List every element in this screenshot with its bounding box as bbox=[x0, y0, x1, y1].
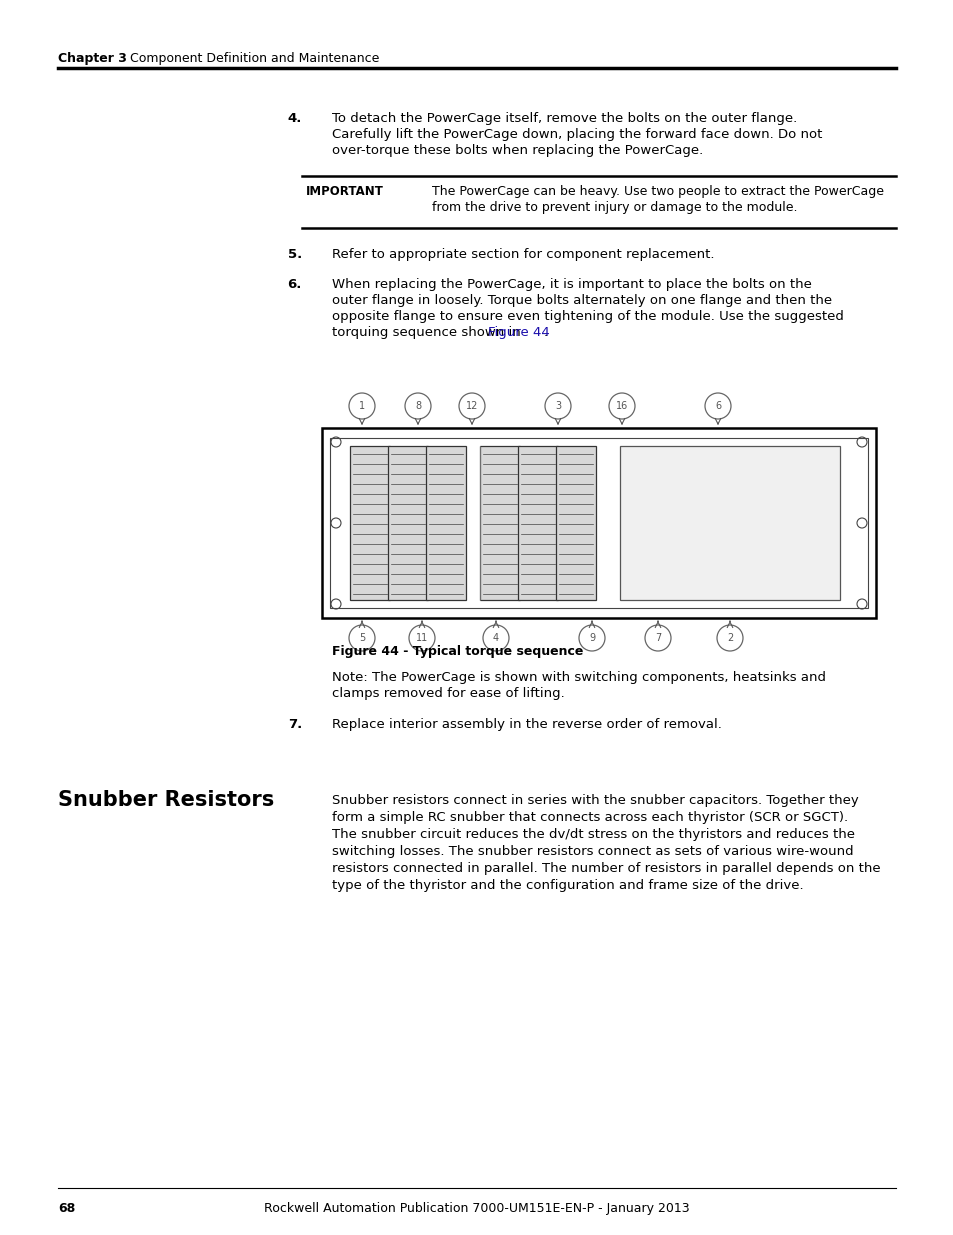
Text: 6.: 6. bbox=[287, 278, 302, 291]
Text: To detach the PowerCage itself, remove the bolts on the outer flange.: To detach the PowerCage itself, remove t… bbox=[332, 112, 797, 125]
Bar bbox=[479, 446, 519, 600]
Text: opposite flange to ensure even tightening of the module. Use the suggested: opposite flange to ensure even tightenin… bbox=[332, 310, 843, 324]
Text: 5.: 5. bbox=[288, 248, 302, 261]
Text: 8: 8 bbox=[415, 401, 420, 411]
Text: The PowerCage can be heavy. Use two people to extract the PowerCage: The PowerCage can be heavy. Use two peop… bbox=[432, 185, 883, 198]
Text: switching losses. The snubber resistors connect as sets of various wire-wound: switching losses. The snubber resistors … bbox=[332, 845, 853, 858]
Bar bbox=[350, 446, 390, 600]
Text: outer flange in loosely. Torque bolts alternately on one flange and then the: outer flange in loosely. Torque bolts al… bbox=[332, 294, 831, 308]
Text: 2: 2 bbox=[726, 634, 732, 643]
Text: 6: 6 bbox=[714, 401, 720, 411]
Text: 3: 3 bbox=[555, 401, 560, 411]
Text: 68: 68 bbox=[58, 1202, 75, 1215]
Text: IMPORTANT: IMPORTANT bbox=[306, 185, 383, 198]
Text: Figure 44: Figure 44 bbox=[488, 326, 549, 338]
Text: 4: 4 bbox=[493, 634, 498, 643]
Text: 4.: 4. bbox=[287, 112, 302, 125]
Text: over-torque these bolts when replacing the PowerCage.: over-torque these bolts when replacing t… bbox=[332, 144, 702, 157]
Text: Snubber resistors connect in series with the snubber capacitors. Together they: Snubber resistors connect in series with… bbox=[332, 794, 858, 806]
Text: 7.: 7. bbox=[288, 718, 302, 731]
Text: Refer to appropriate section for component replacement.: Refer to appropriate section for compone… bbox=[332, 248, 714, 261]
Text: The snubber circuit reduces the dv/dt stress on the thyristors and reduces the: The snubber circuit reduces the dv/dt st… bbox=[332, 827, 854, 841]
Text: Rockwell Automation Publication 7000-UM151E-EN-P - January 2013: Rockwell Automation Publication 7000-UM1… bbox=[264, 1202, 689, 1215]
Text: 9: 9 bbox=[588, 634, 595, 643]
Text: Component Definition and Maintenance: Component Definition and Maintenance bbox=[130, 52, 379, 65]
Text: Chapter 3: Chapter 3 bbox=[58, 52, 127, 65]
Text: clamps removed for ease of lifting.: clamps removed for ease of lifting. bbox=[332, 687, 564, 700]
Bar bbox=[619, 446, 840, 600]
Text: .: . bbox=[543, 326, 548, 338]
Text: from the drive to prevent injury or damage to the module.: from the drive to prevent injury or dama… bbox=[432, 201, 797, 214]
Text: torquing sequence shown in: torquing sequence shown in bbox=[332, 326, 524, 338]
Text: 16: 16 bbox=[616, 401, 627, 411]
Text: 7: 7 bbox=[654, 634, 660, 643]
Text: 5: 5 bbox=[358, 634, 365, 643]
Text: Carefully lift the PowerCage down, placing the forward face down. Do not: Carefully lift the PowerCage down, placi… bbox=[332, 128, 821, 141]
Bar bbox=[330, 438, 867, 608]
Text: 12: 12 bbox=[465, 401, 477, 411]
Text: Snubber Resistors: Snubber Resistors bbox=[58, 790, 274, 810]
Text: Replace interior assembly in the reverse order of removal.: Replace interior assembly in the reverse… bbox=[332, 718, 721, 731]
Bar bbox=[517, 446, 558, 600]
Text: 1: 1 bbox=[358, 401, 365, 411]
Text: resistors connected in parallel. The number of resistors in parallel depends on : resistors connected in parallel. The num… bbox=[332, 862, 880, 876]
Bar bbox=[556, 446, 596, 600]
Bar bbox=[388, 446, 428, 600]
Text: When replacing the PowerCage, it is important to place the bolts on the: When replacing the PowerCage, it is impo… bbox=[332, 278, 811, 291]
Bar bbox=[322, 429, 875, 618]
Text: 11: 11 bbox=[416, 634, 428, 643]
Text: form a simple RC snubber that connects across each thyristor (SCR or SGCT).: form a simple RC snubber that connects a… bbox=[332, 811, 847, 824]
Text: type of the thyristor and the configuration and frame size of the drive.: type of the thyristor and the configurat… bbox=[332, 879, 802, 892]
Bar bbox=[426, 446, 465, 600]
Text: Note: The PowerCage is shown with switching components, heatsinks and: Note: The PowerCage is shown with switch… bbox=[332, 671, 825, 684]
Text: Figure 44 - Typical torque sequence: Figure 44 - Typical torque sequence bbox=[332, 645, 583, 658]
